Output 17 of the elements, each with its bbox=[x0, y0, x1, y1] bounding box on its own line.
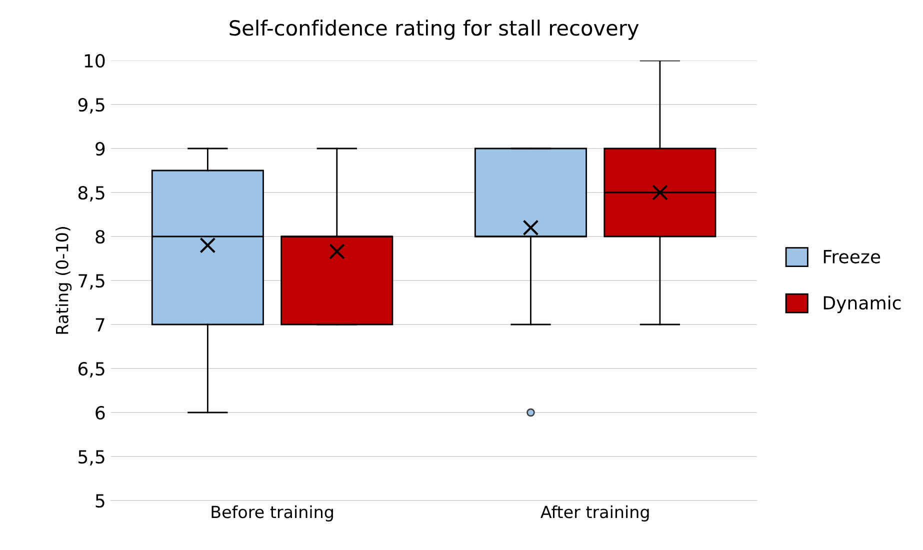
y-axis-title: Rating (0-10) bbox=[56, 227, 72, 334]
y-tick-label: 8,5 bbox=[78, 186, 104, 202]
x-tick-label: After training bbox=[540, 505, 649, 522]
y-tick-label: 8 bbox=[96, 230, 105, 244]
y-tick-label: 5 bbox=[96, 494, 104, 508]
x-tick-label: Before training bbox=[212, 505, 333, 522]
y-tick-label: 6 bbox=[96, 406, 105, 420]
y-tick-label: 5,5 bbox=[78, 450, 104, 466]
y-tick-label: 7 bbox=[96, 318, 104, 332]
y-tick-label: 7,5 bbox=[78, 274, 104, 290]
y-tick-label: 10 bbox=[84, 54, 105, 68]
y-tick-label: 6,5 bbox=[78, 362, 104, 378]
chart-title: Self-confidence rating for stall recovery bbox=[230, 20, 639, 40]
y-tick-label: 9 bbox=[96, 142, 105, 156]
legend-label: Freeze bbox=[824, 250, 880, 264]
y-tick-label: 9,5 bbox=[78, 98, 104, 114]
legend-label: Dynamic bbox=[824, 296, 901, 314]
